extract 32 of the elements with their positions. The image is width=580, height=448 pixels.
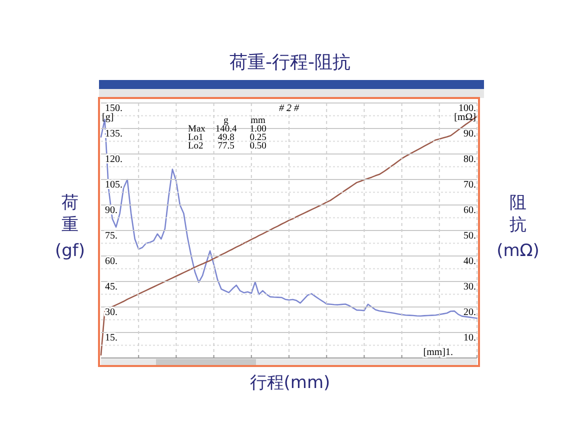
y2-tick-label: 80. [464,154,476,165]
annotation: [g] [102,112,114,123]
y-tick-label: 75. [105,230,118,242]
y-tick-label: 15. [105,332,118,344]
text: g mm [224,116,266,126]
y2-axis-title: 阻抗(mΩ) [496,193,540,261]
y2-tick-label: 60. [464,205,476,216]
y-tick-label: 135. [105,128,122,140]
y2-tick-label: 70. [464,180,476,190]
chart-subtitle: # 2 # [279,103,300,114]
y-tick-label: 150. [105,103,122,114]
annotation: [mΩ] [454,112,476,123]
y2-tick-label: 10. [464,332,476,344]
y-axis-title: 荷重(gf) [54,193,86,261]
annotation: [mm]1. [423,347,453,358]
text: Lo2 77.5 0.50 [188,142,266,152]
y2-tick-label: 30. [464,282,476,292]
y2-tick-label: 20. [464,307,476,318]
y2-tick-label: 40. [464,256,476,267]
y-tick-label: 90. [105,205,118,216]
y2-tick-label: 50. [464,230,476,242]
y-tick-label: 45. [105,282,118,292]
x-axis-title: 行程(mm) [250,373,330,393]
y-tick-label: 30. [105,307,118,318]
y2-tick-label: 100. [458,103,476,114]
text: Lo1 49.8 0.25 [188,133,266,143]
y-tick-label: 60. [105,256,118,267]
chart-title: 荷重-行程-阻抗 [230,52,350,73]
y-tick-label: 105. [105,180,122,190]
text: Max 140.4 1.00 [188,124,266,134]
y2-tick-label: 90. [464,128,476,140]
y-tick-label: 120. [105,154,122,165]
